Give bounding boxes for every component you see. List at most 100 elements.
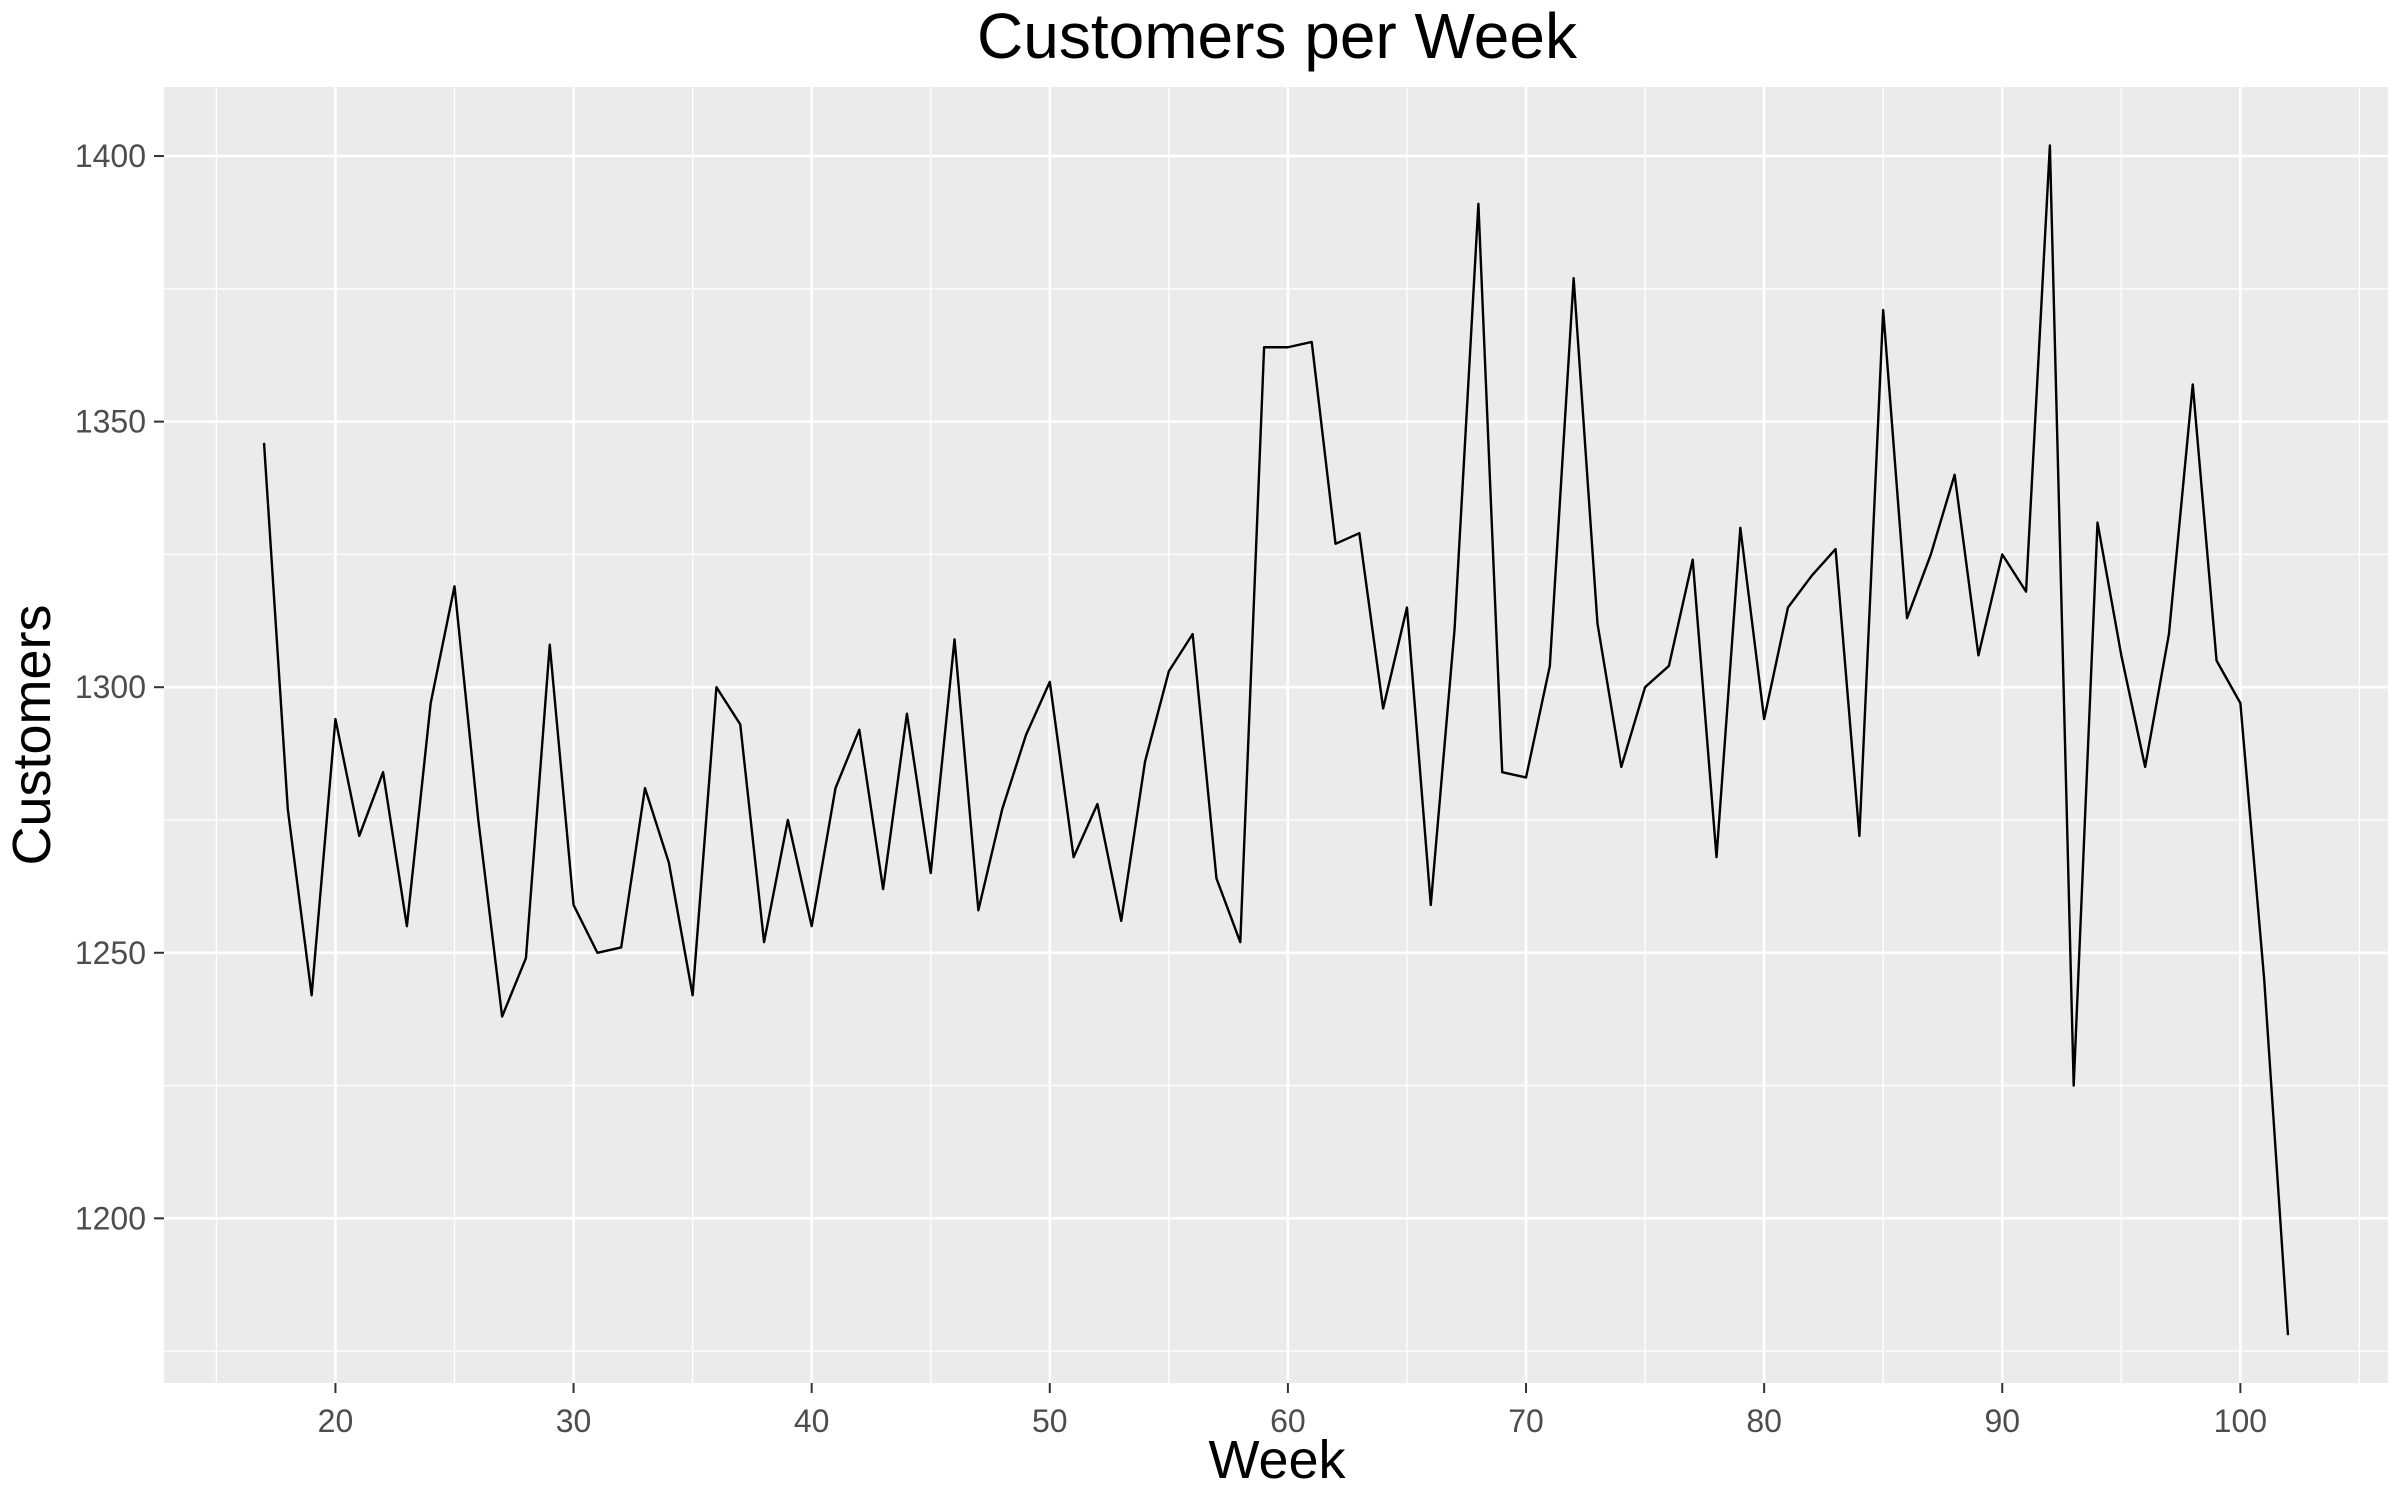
data-point [1452, 626, 1458, 632]
data-point [404, 923, 410, 929]
data-point [428, 700, 434, 706]
data-point [737, 721, 743, 727]
data-point [2071, 1083, 2077, 1089]
data-point [2023, 589, 2029, 595]
x-tick-label: 30 [556, 1403, 592, 1439]
data-point [1118, 918, 1124, 924]
data-point [1642, 684, 1648, 690]
data-point [547, 642, 553, 648]
data-point [1999, 551, 2005, 557]
series-line [262, 144, 2290, 1336]
gridlines [164, 87, 2388, 1383]
data-point [666, 859, 672, 865]
x-tick-label: 20 [318, 1403, 354, 1439]
data-point [2261, 976, 2267, 982]
data-point [785, 817, 791, 823]
data-point [2285, 1332, 2291, 1338]
data-point [1666, 663, 1672, 669]
data-point [380, 769, 386, 775]
axis-ticks: 20 30 40 50 60 70 80 90 100 1200 1250 1300 1350 1400 [75, 138, 2267, 1439]
data-point [832, 785, 838, 791]
x-tick-label: 70 [1508, 1403, 1544, 1439]
data-point [1547, 663, 1553, 669]
data-point [1785, 605, 1791, 611]
data-point [2047, 142, 2053, 148]
x-axis-title: Week [1208, 1430, 1346, 1490]
data-point [880, 886, 886, 892]
data-point [1404, 605, 1410, 611]
data-point [618, 944, 624, 950]
data-point [1880, 307, 1886, 313]
y-tick-label: 1300 [75, 669, 146, 705]
data-point [1309, 339, 1315, 345]
x-tick-label: 50 [1032, 1403, 1068, 1439]
data-point [809, 923, 815, 929]
data-point [1475, 201, 1481, 207]
data-point [2190, 381, 2196, 387]
data-point [285, 806, 291, 812]
data-point [1190, 631, 1196, 637]
data-point [1333, 541, 1339, 547]
data-point [2166, 631, 2172, 637]
data-point [1975, 652, 1981, 658]
x-tick-label: 80 [1746, 1403, 1782, 1439]
data-point [713, 684, 719, 690]
data-point [2095, 520, 2101, 526]
data-point [1023, 732, 1029, 738]
y-tick-label: 1400 [75, 138, 146, 174]
data-point [952, 636, 958, 642]
data-point [261, 440, 267, 446]
data-point [1714, 854, 1720, 860]
data-point [1285, 344, 1291, 350]
data-point [999, 806, 1005, 812]
data-point [928, 870, 934, 876]
data-point [1523, 774, 1529, 780]
data-point [1428, 902, 1434, 908]
x-tick-label: 100 [2214, 1403, 2267, 1439]
data-point [642, 785, 648, 791]
plot-panel [164, 87, 2388, 1383]
chart-title: Customers per Week [977, 0, 1578, 72]
data-point [2142, 764, 2148, 770]
data-point [452, 583, 458, 589]
data-point [571, 902, 577, 908]
x-tick-label: 60 [1270, 1403, 1306, 1439]
data-point [499, 1014, 505, 1020]
y-axis-title: Customers [2, 604, 62, 865]
data-point [856, 727, 862, 733]
data-point [1142, 759, 1148, 765]
data-point [332, 716, 338, 722]
data-point [761, 939, 767, 945]
y-tick-label: 1350 [75, 404, 146, 440]
data-point [1261, 344, 1267, 350]
data-point [690, 992, 696, 998]
data-point [2118, 652, 2124, 658]
data-point [1380, 705, 1386, 711]
data-point [594, 950, 600, 956]
data-point [309, 992, 315, 998]
data-point [1571, 275, 1577, 281]
data-point [1809, 573, 1815, 579]
data-point [1618, 764, 1624, 770]
data-point [1594, 620, 1600, 626]
data-point [2237, 700, 2243, 706]
data-point [1237, 939, 1243, 945]
data-point [1499, 769, 1505, 775]
data-point [2214, 658, 2220, 664]
data-point [1833, 546, 1839, 552]
data-point [1356, 530, 1362, 536]
data-point [904, 711, 910, 717]
data-point [356, 833, 362, 839]
data-point [1047, 679, 1053, 685]
y-tick-label: 1250 [75, 935, 146, 971]
data-point [1737, 525, 1743, 531]
data-point [1856, 833, 1862, 839]
data-point [1690, 557, 1696, 563]
data-point [1928, 551, 1934, 557]
series-layer [261, 142, 2291, 1338]
x-tick-label: 40 [794, 1403, 830, 1439]
data-point [1761, 716, 1767, 722]
data-point [475, 817, 481, 823]
